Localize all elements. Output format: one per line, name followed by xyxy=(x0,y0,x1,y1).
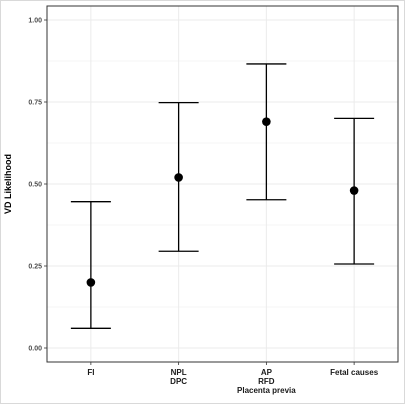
y-tick-label: 0.50 xyxy=(28,182,42,189)
y-tick-label: 0.00 xyxy=(28,346,42,353)
x-tick-label-line: NPL xyxy=(171,368,187,377)
y-tick-label: 1.00 xyxy=(28,18,42,25)
x-tick-label-line: RFD xyxy=(258,377,275,386)
data-marks xyxy=(70,63,375,329)
x-tick-label-line: FI xyxy=(87,368,94,377)
y-axis: 0.00 0.25 0.50 0.75 1.00 xyxy=(28,18,47,353)
data-point xyxy=(262,117,271,126)
data-point xyxy=(174,173,183,182)
x-tick-label: NPL DPC xyxy=(170,368,187,386)
x-tick-label: AP RFD Placenta previa xyxy=(237,368,296,395)
x-tick-label-line: AP xyxy=(261,368,273,377)
x-tick-label-line: Placenta previa xyxy=(237,386,296,395)
y-tick-label: 0.25 xyxy=(28,264,42,271)
x-tick-label-line: DPC xyxy=(170,377,187,386)
data-point xyxy=(86,278,96,287)
grid-lines xyxy=(47,6,398,362)
x-tick-label: Fetal causes xyxy=(330,368,379,377)
y-axis-label: VD Likelihood xyxy=(3,154,13,214)
y-tick-label: 0.75 xyxy=(28,100,42,107)
x-tick-label-line: Fetal causes xyxy=(330,368,379,377)
x-axis: FI NPL DPC AP RFD Placenta previa Fetal causes xyxy=(87,362,379,395)
data-point xyxy=(349,186,359,195)
x-tick-label: FI xyxy=(87,368,94,377)
